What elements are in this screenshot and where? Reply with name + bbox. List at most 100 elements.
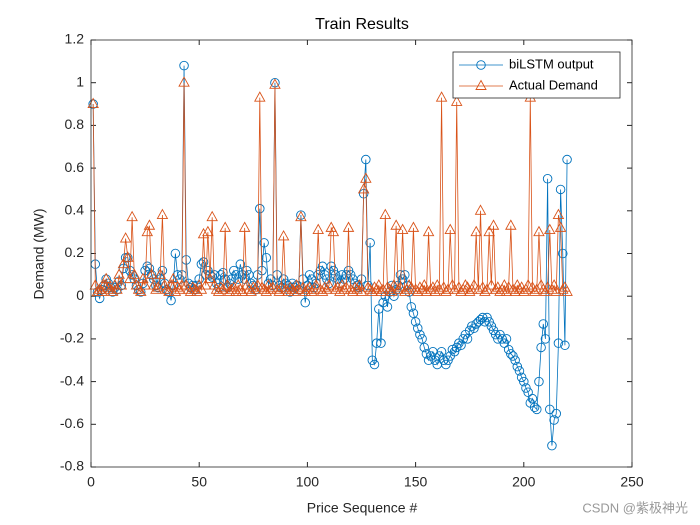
data-point — [198, 257, 209, 267]
data-point — [462, 334, 473, 344]
data-point — [475, 314, 486, 325]
y-tick-label: -0.4 — [60, 372, 84, 388]
data-point — [178, 76, 190, 87]
data-point — [447, 344, 458, 355]
data-point — [388, 279, 400, 290]
y-tick-label: 0.4 — [65, 202, 85, 218]
data-point — [292, 283, 305, 294]
data-point — [288, 285, 301, 296]
data-point — [373, 279, 385, 290]
data-point — [116, 280, 127, 291]
data-point — [254, 91, 266, 102]
data-point — [123, 253, 133, 263]
data-point — [259, 238, 269, 248]
data-point — [444, 223, 456, 234]
legend-label: Actual Demand — [509, 77, 598, 92]
data-point — [408, 308, 419, 319]
data-point — [433, 283, 446, 294]
data-point — [377, 283, 389, 294]
data-point — [106, 285, 119, 296]
data-point — [210, 283, 223, 294]
data-point — [407, 221, 420, 232]
data-point — [218, 267, 228, 278]
data-point — [456, 340, 466, 351]
data-point — [418, 279, 431, 290]
data-point — [231, 270, 241, 280]
data-point — [415, 329, 425, 340]
data-point — [477, 312, 488, 323]
data-point — [516, 372, 527, 383]
data-point — [197, 227, 210, 239]
data-point — [495, 329, 505, 340]
data-point — [204, 272, 216, 284]
x-tick-label: 0 — [87, 474, 95, 490]
data-point — [170, 248, 181, 259]
x-tick-label: 50 — [191, 474, 207, 490]
data-point — [438, 355, 449, 366]
data-point — [199, 279, 212, 290]
data-point — [441, 359, 451, 370]
data-point — [362, 281, 374, 292]
data-point — [537, 283, 550, 294]
data-point — [552, 208, 565, 220]
data-point — [117, 257, 130, 269]
data-point — [474, 204, 487, 215]
data-point — [310, 279, 322, 290]
data-point — [486, 321, 497, 331]
data-point — [450, 95, 463, 106]
data-point — [367, 355, 378, 366]
legend-label: biLSTM output — [509, 56, 594, 71]
data-point — [139, 279, 151, 290]
data-point — [140, 265, 150, 276]
data-point — [487, 219, 500, 230]
y-tick-label: -0.6 — [60, 415, 84, 431]
x-tick-label: 100 — [296, 474, 320, 490]
data-point — [390, 219, 402, 230]
data-point — [379, 208, 392, 220]
data-point — [532, 404, 542, 415]
data-point — [558, 248, 568, 259]
data-point — [488, 325, 499, 336]
data-point — [555, 184, 566, 195]
data-point — [382, 302, 393, 312]
data-point — [518, 285, 530, 296]
data-point — [247, 281, 260, 292]
data-point — [94, 293, 105, 304]
data-point — [469, 323, 479, 333]
data-point — [221, 279, 234, 290]
data-point — [490, 329, 501, 340]
data-point — [403, 279, 415, 290]
data-point — [400, 270, 410, 280]
data-point — [510, 355, 520, 366]
data-point — [369, 359, 380, 370]
y-tick-label: 0.6 — [65, 159, 85, 175]
y-axis-label: Demand (MW) — [31, 208, 47, 299]
data-point — [542, 174, 553, 184]
data-point — [360, 172, 372, 183]
data-point — [166, 295, 176, 306]
y-tick-label: 1 — [76, 73, 84, 89]
data-point — [419, 342, 430, 353]
chart-title: Train Results — [315, 16, 409, 33]
data-point — [243, 283, 255, 294]
data-point — [429, 285, 441, 296]
data-point — [548, 279, 560, 290]
data-point — [422, 225, 435, 237]
data-point — [458, 334, 468, 344]
data-point — [421, 349, 432, 359]
data-point — [443, 355, 453, 366]
y-tick-label: -0.8 — [60, 458, 84, 474]
data-point — [459, 279, 472, 290]
data-point — [203, 265, 213, 276]
data-point — [423, 355, 434, 366]
data-point — [115, 279, 128, 290]
data-point — [508, 351, 518, 361]
data-point — [538, 319, 549, 329]
data-point — [497, 334, 507, 344]
y-tick-label: 0 — [76, 287, 84, 303]
data-point — [326, 261, 336, 272]
data-point — [319, 270, 330, 280]
data-point — [485, 279, 498, 290]
data-point — [392, 283, 405, 294]
data-point — [353, 279, 366, 290]
